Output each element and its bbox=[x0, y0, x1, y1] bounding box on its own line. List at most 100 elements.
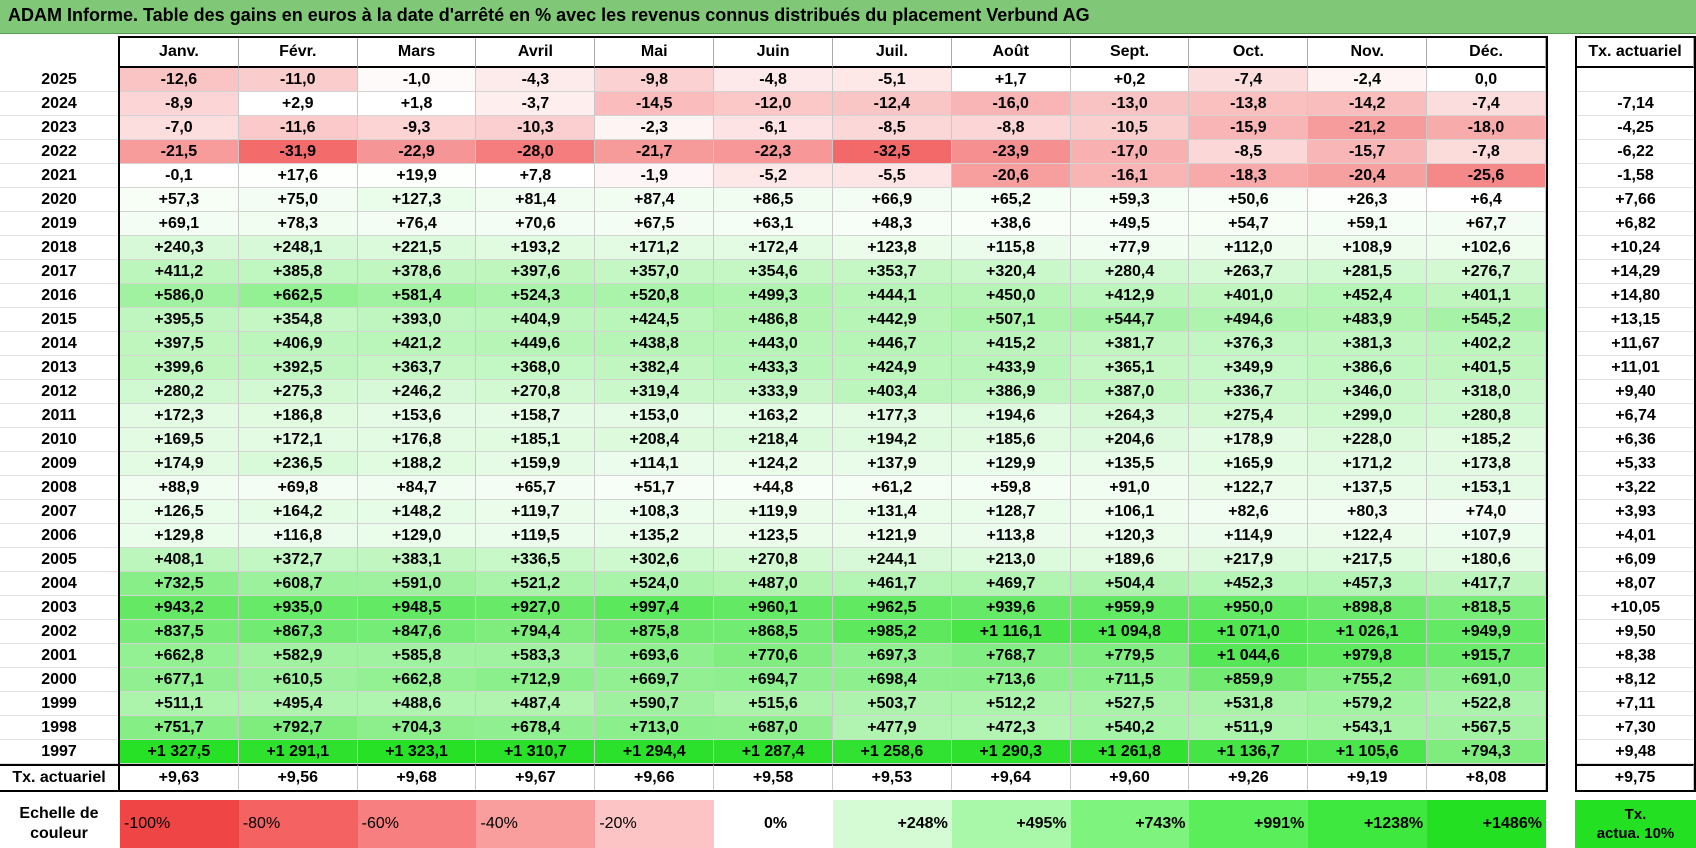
table-cell: -11,0 bbox=[238, 68, 358, 92]
table-cell: +1 261,8 bbox=[1070, 740, 1190, 764]
table-cell: +88,9 bbox=[120, 476, 239, 500]
table-cell: +424,5 bbox=[595, 308, 715, 332]
actuarial-rate: -4,25 bbox=[1577, 116, 1694, 140]
table-cell: +91,0 bbox=[1070, 476, 1190, 500]
table-cell: +469,7 bbox=[951, 572, 1071, 596]
table-cell: +687,0 bbox=[714, 716, 833, 740]
table-cell: +1 105,6 bbox=[1308, 740, 1428, 764]
table-cell: +401,0 bbox=[1189, 284, 1309, 308]
year-label: 2000 bbox=[0, 668, 118, 692]
table-cell: +755,2 bbox=[1308, 668, 1428, 692]
year-label: 2004 bbox=[0, 572, 118, 596]
table-cell: +818,5 bbox=[1427, 596, 1546, 620]
year-label: 2014 bbox=[0, 332, 118, 356]
total-cell: +9,60 bbox=[1070, 764, 1190, 792]
table-cell: +507,1 bbox=[951, 308, 1071, 332]
year-label: 2020 bbox=[0, 188, 118, 212]
year-label: 2022 bbox=[0, 140, 118, 164]
table-cell: +122,4 bbox=[1308, 524, 1428, 548]
table-cell: -18,0 bbox=[1427, 116, 1546, 140]
table-cell: +393,0 bbox=[357, 308, 477, 332]
table-cell: -7,4 bbox=[1189, 68, 1309, 92]
table-cell: +148,2 bbox=[357, 500, 477, 524]
table-cell: -9,3 bbox=[357, 116, 477, 140]
year-label: 2010 bbox=[0, 428, 118, 452]
table-cell: +129,0 bbox=[357, 524, 477, 548]
table-cell: +153,1 bbox=[1427, 476, 1546, 500]
table-cell: +433,3 bbox=[714, 356, 833, 380]
table-cell: +424,9 bbox=[832, 356, 952, 380]
actuarial-rate: +6,74 bbox=[1577, 404, 1694, 428]
table-cell: +372,7 bbox=[238, 548, 358, 572]
table-cell: +698,4 bbox=[832, 668, 952, 692]
table-cell: +868,5 bbox=[714, 620, 833, 644]
table-cell: +78,3 bbox=[238, 212, 358, 236]
scale-swatch: -60% bbox=[357, 800, 477, 848]
table-cell: +108,3 bbox=[595, 500, 715, 524]
table-cell: +333,9 bbox=[714, 380, 833, 404]
table-cell: +263,7 bbox=[1189, 260, 1309, 284]
table-cell: +217,5 bbox=[1308, 548, 1428, 572]
table-cell: +126,5 bbox=[120, 500, 239, 524]
table-cell: 0,0 bbox=[1427, 68, 1546, 92]
table-cell: +248,1 bbox=[238, 236, 358, 260]
table-cell: -2,4 bbox=[1308, 68, 1428, 92]
table-cell: +713,6 bbox=[951, 668, 1071, 692]
table-cell: +1 294,4 bbox=[595, 740, 715, 764]
month-header: Juil. bbox=[832, 38, 952, 68]
scale-swatch: +743% bbox=[1070, 800, 1190, 848]
table-cell: +59,8 bbox=[951, 476, 1071, 500]
table-cell: +57,3 bbox=[120, 188, 239, 212]
actuarial-rate: +8,12 bbox=[1577, 668, 1694, 692]
table-cell: -13,0 bbox=[1070, 92, 1190, 116]
table-cell: +662,8 bbox=[357, 668, 477, 692]
table-cell: +792,7 bbox=[238, 716, 358, 740]
table-cell: +270,8 bbox=[714, 548, 833, 572]
table-cell: -7,0 bbox=[120, 116, 239, 140]
table-cell: -22,3 bbox=[714, 140, 833, 164]
table-cell: -21,2 bbox=[1308, 116, 1428, 140]
table-cell: +590,7 bbox=[595, 692, 715, 716]
table-cell: +244,1 bbox=[832, 548, 952, 572]
table-cell: +446,7 bbox=[832, 332, 952, 356]
table-cell: -11,6 bbox=[238, 116, 358, 140]
scale-swatch: +991% bbox=[1189, 800, 1309, 848]
actuarial-rate: +9,40 bbox=[1577, 380, 1694, 404]
actuarial-rate: +10,05 bbox=[1577, 596, 1694, 620]
table-cell: +135,5 bbox=[1070, 452, 1190, 476]
table-cell: +75,0 bbox=[238, 188, 358, 212]
table-cell: +939,6 bbox=[951, 596, 1071, 620]
table-cell: +450,0 bbox=[951, 284, 1071, 308]
actuarial-rate: -6,22 bbox=[1577, 140, 1694, 164]
table-cell: +417,7 bbox=[1427, 572, 1546, 596]
table-cell: +51,7 bbox=[595, 476, 715, 500]
table-cell: +354,6 bbox=[714, 260, 833, 284]
actuarial-note: Tx. actua. 10% bbox=[1575, 800, 1696, 848]
scale-swatch: 0% bbox=[714, 800, 833, 848]
table-cell: +711,5 bbox=[1070, 668, 1190, 692]
table-cell: +401,5 bbox=[1427, 356, 1546, 380]
table-cell: +531,8 bbox=[1189, 692, 1309, 716]
table-cell: +270,8 bbox=[476, 380, 596, 404]
table-cell: +949,9 bbox=[1427, 620, 1546, 644]
actuarial-rate: +14,80 bbox=[1577, 284, 1694, 308]
table-cell: +172,4 bbox=[714, 236, 833, 260]
table-cell: +106,1 bbox=[1070, 500, 1190, 524]
table-cell: +524,0 bbox=[595, 572, 715, 596]
table-cell: +697,3 bbox=[832, 644, 952, 668]
table-cell: +495,4 bbox=[238, 692, 358, 716]
table-cell: +264,3 bbox=[1070, 404, 1190, 428]
table-cell: +346,0 bbox=[1308, 380, 1428, 404]
year-label: 2011 bbox=[0, 404, 118, 428]
table-cell: +503,7 bbox=[832, 692, 952, 716]
table-cell: +433,9 bbox=[951, 356, 1071, 380]
table-cell: +6,4 bbox=[1427, 188, 1546, 212]
table-cell: +483,9 bbox=[1308, 308, 1428, 332]
table-cell: -28,0 bbox=[476, 140, 596, 164]
table-cell: -4,3 bbox=[476, 68, 596, 92]
table-cell: +67,7 bbox=[1427, 212, 1546, 236]
table-cell: +368,0 bbox=[476, 356, 596, 380]
table-cell: +131,4 bbox=[832, 500, 952, 524]
table-cell: +17,6 bbox=[238, 164, 358, 188]
table-cell: -1,9 bbox=[595, 164, 715, 188]
